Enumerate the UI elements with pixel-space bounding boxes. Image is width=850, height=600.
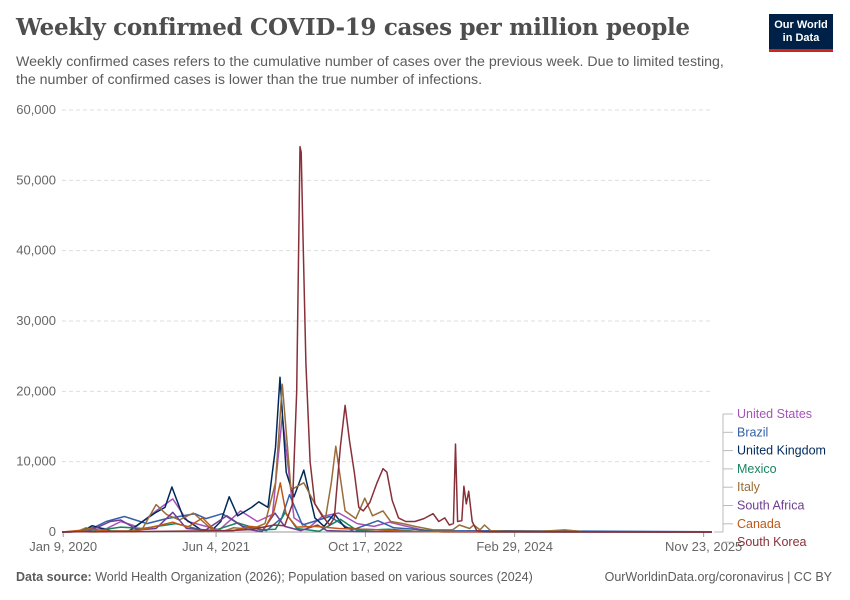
legend: United States Brazil United Kingdom Mexico I… [714, 407, 826, 549]
owid-logo[interactable]: Our World in Data [769, 14, 833, 52]
x-tick-label: Feb 29, 2024 [476, 539, 553, 554]
x-tick-label: Nov 23, 2025 [665, 539, 742, 554]
series-line-south-korea[interactable] [61, 145, 713, 533]
x-tick-label: Jun 4, 2021 [182, 539, 250, 554]
legend-item-italy[interactable]: Italy [737, 480, 761, 494]
legend-item-united-kingdom[interactable]: United Kingdom [737, 444, 826, 458]
legend-item-brazil[interactable]: Brazil [737, 425, 768, 439]
chart-title: Weekly confirmed COVID-19 cases per mill… [16, 14, 690, 41]
y-tick-label: 20,000 [16, 383, 56, 398]
chart-subtitle: Weekly confirmed cases refers to the cum… [16, 54, 724, 88]
legend-item-united-states[interactable]: United States [737, 407, 812, 421]
data-source-label: Data source: [16, 570, 92, 584]
legend-item-south-korea[interactable]: South Korea [737, 535, 807, 549]
logo-line-1: Our World [774, 19, 828, 31]
y-tick-label: 50,000 [16, 172, 56, 187]
series-line-canada[interactable] [61, 482, 713, 533]
y-tick-label: 60,000 [16, 102, 56, 117]
series-lines [61, 145, 713, 533]
x-tick-label: Jan 9, 2020 [29, 539, 97, 554]
x-axis: Jan 9, 2020 Jun 4, 2021 Oct 17, 2022 Feb 29… [29, 531, 742, 554]
y-axis-ticks: 0 10,000 20,000 30,000 40,000 50,000 60,000 [16, 102, 56, 539]
data-source: Data source: World Health Organization (… [16, 570, 533, 584]
legend-item-south-africa[interactable]: South Africa [737, 499, 804, 513]
series-line-united-kingdom[interactable] [61, 376, 713, 533]
y-tick-label: 10,000 [16, 454, 56, 469]
legend-item-mexico[interactable]: Mexico [737, 462, 777, 476]
gridlines [62, 109, 712, 463]
logo-line-2: in Data [782, 32, 820, 44]
y-tick-label: 40,000 [16, 243, 56, 258]
y-tick-label: 0 [49, 524, 56, 539]
x-tick-label: Oct 17, 2022 [328, 539, 402, 554]
footer-link[interactable]: OurWorldinData.org/coronavirus | CC BY [604, 570, 832, 584]
legend-item-canada[interactable]: Canada [737, 517, 781, 531]
series-line-south-africa[interactable] [61, 511, 713, 533]
y-tick-label: 30,000 [16, 313, 56, 328]
data-source-text: World Health Organization (2026); Popula… [95, 570, 533, 584]
